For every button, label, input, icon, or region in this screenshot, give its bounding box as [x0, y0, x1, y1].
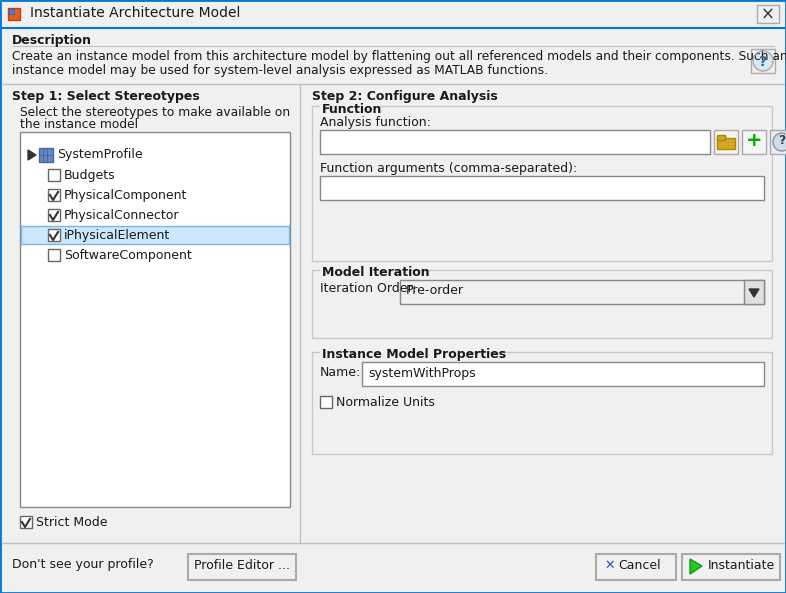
Text: instance model may be used for system-level analysis expressed as MATLAB functio: instance model may be used for system-le… [12, 64, 548, 77]
Bar [312, 352, 772, 454]
Text: +: + [746, 131, 762, 150]
Text: Analysis function:: Analysis function: [320, 116, 431, 129]
Bar [312, 106, 772, 261]
Text: Iteration Order:: Iteration Order: [320, 282, 417, 295]
Text: Budgets: Budgets [64, 169, 116, 182]
Text: Profile Editor ...: Profile Editor ... [194, 559, 290, 572]
Text: Step 2: Configure Analysis: Step 2: Configure Analysis [312, 90, 498, 103]
Bar [362, 362, 764, 386]
Circle shape [773, 133, 786, 151]
Bar [48, 249, 60, 261]
Polygon shape [749, 289, 759, 297]
Text: Model Iteration: Model Iteration [322, 266, 430, 279]
Circle shape [753, 51, 773, 71]
Bar [2, 2, 784, 28]
Text: Step 1: Select Stereotypes: Step 1: Select Stereotypes [12, 90, 200, 103]
Bar [9, 9, 14, 14]
Bar [751, 49, 775, 73]
Bar [48, 189, 60, 201]
Text: ×: × [761, 6, 775, 24]
Text: Function: Function [322, 103, 382, 116]
Text: ?: ? [778, 134, 786, 147]
Bar [2, 543, 784, 591]
Polygon shape [28, 150, 36, 160]
Bar [717, 138, 735, 149]
Bar [20, 132, 290, 507]
Bar [717, 135, 725, 140]
Bar [20, 516, 32, 528]
Bar [400, 280, 764, 304]
Text: Description: Description [12, 34, 92, 47]
Text: PhysicalConnector: PhysicalConnector [64, 209, 179, 222]
Bar [21, 226, 289, 244]
Text: Instance Model Properties: Instance Model Properties [322, 348, 506, 361]
Bar [742, 130, 766, 154]
Text: the instance model: the instance model [20, 118, 138, 131]
Bar [320, 130, 710, 154]
Text: Name:: Name: [320, 366, 362, 379]
Text: Select the stereotypes to make available on: Select the stereotypes to make available… [20, 106, 290, 119]
Bar [320, 268, 410, 274]
Text: systemWithProps: systemWithProps [368, 367, 476, 380]
Bar [320, 176, 764, 200]
Text: ?: ? [759, 55, 767, 69]
Bar [714, 130, 738, 154]
Bar [39, 148, 53, 162]
Text: Function arguments (comma-separated):: Function arguments (comma-separated): [320, 162, 577, 175]
Bar [312, 270, 772, 338]
Text: Create an instance model from this architecture model by flattening out all refe: Create an instance model from this archi… [12, 50, 786, 63]
Text: Cancel: Cancel [618, 559, 660, 572]
Text: iPhysicalElement: iPhysicalElement [64, 229, 171, 242]
Bar [770, 130, 786, 154]
Bar [596, 554, 676, 580]
Bar [320, 350, 470, 356]
Text: Strict Mode: Strict Mode [36, 516, 108, 529]
Bar [757, 5, 779, 23]
Bar [48, 209, 60, 221]
Polygon shape [690, 559, 702, 574]
Bar [8, 8, 20, 20]
Bar [8, 5, 26, 23]
Text: SoftwareComponent: SoftwareComponent [64, 249, 192, 262]
Text: Instantiate: Instantiate [708, 559, 775, 572]
Bar [188, 554, 296, 580]
Text: Pre-order: Pre-order [406, 284, 464, 297]
Text: Normalize Units: Normalize Units [336, 396, 435, 409]
Bar [682, 554, 780, 580]
Text: ✕: ✕ [604, 559, 615, 572]
Bar [320, 104, 380, 110]
Text: Instantiate Architecture Model: Instantiate Architecture Model [30, 6, 241, 20]
Bar [744, 280, 764, 304]
Text: PhysicalComponent: PhysicalComponent [64, 189, 187, 202]
Bar [48, 229, 60, 241]
Text: Don't see your profile?: Don't see your profile? [12, 558, 154, 571]
Bar [2, 28, 784, 543]
Bar [48, 169, 60, 181]
Bar [320, 396, 332, 408]
Text: SystemProfile: SystemProfile [57, 148, 142, 161]
